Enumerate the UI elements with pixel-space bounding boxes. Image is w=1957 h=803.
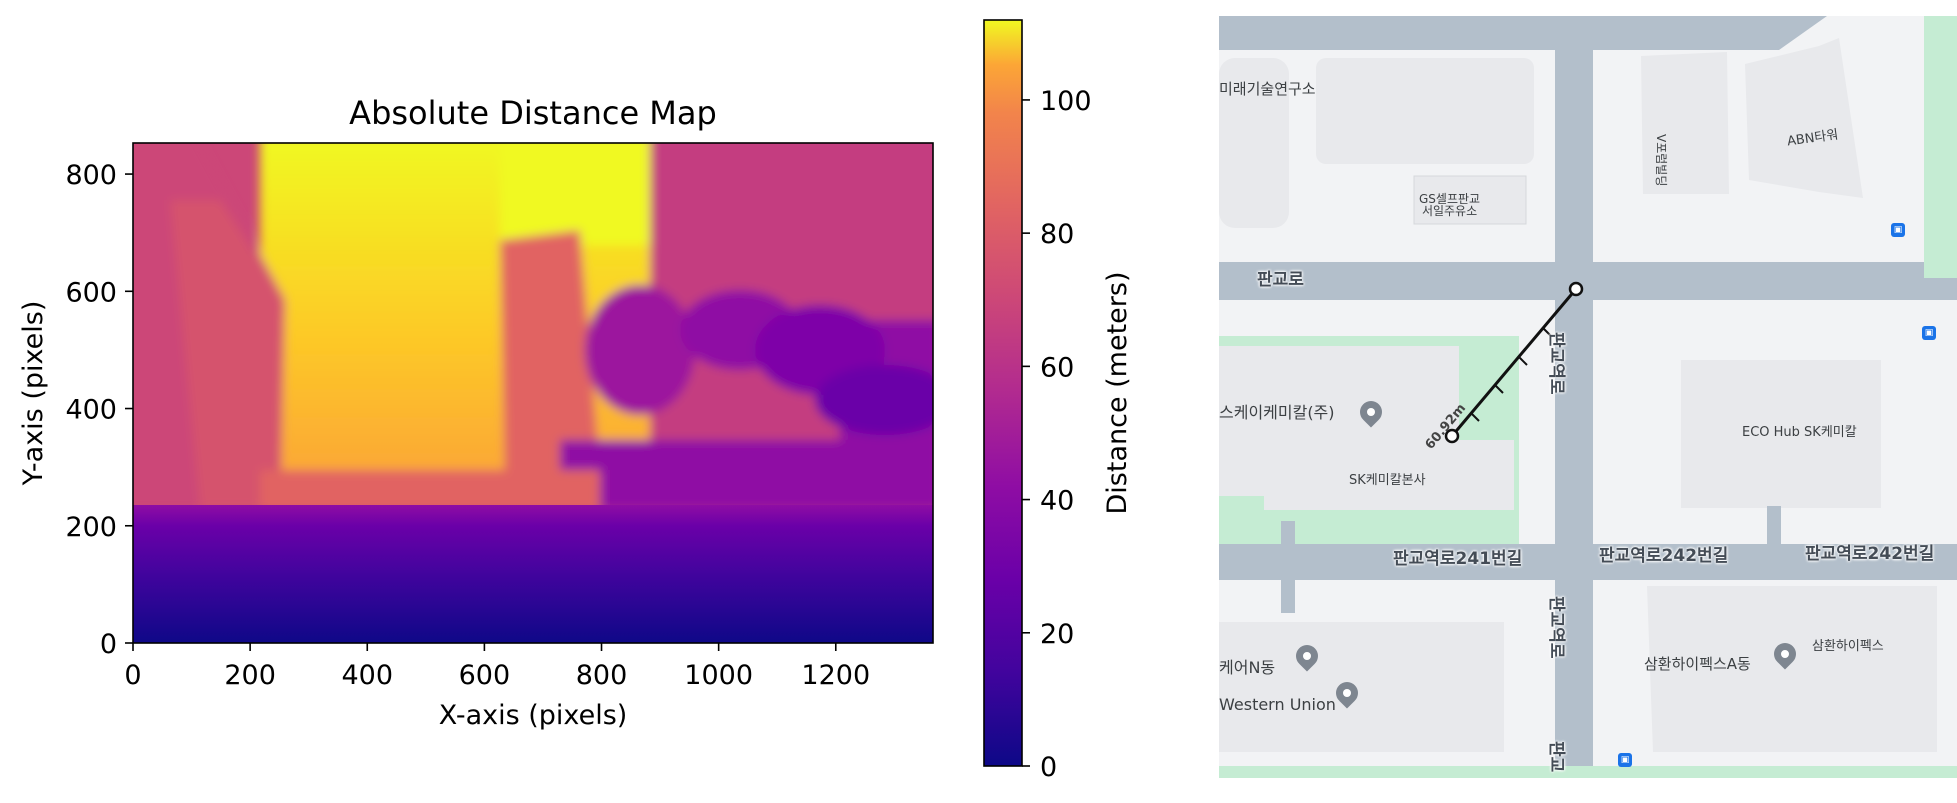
y-tick-label: 400 (65, 395, 117, 426)
bus-stop-icon[interactable]: ▣ (1922, 326, 1936, 340)
label-ecohub[interactable]: ECO Hub SK케미칼 (1742, 425, 1857, 440)
colorbar-tick-label: 0 (1040, 752, 1057, 783)
road-label-242a: 판교역로242번길 (1599, 546, 1729, 566)
park-bottom (1219, 766, 1957, 778)
label-gs[interactable]: GS셀프판교 서일주유소 (1419, 192, 1481, 218)
block-v (1641, 52, 1729, 194)
colorbar-label: Distance (meters) (1102, 272, 1133, 515)
plot-frame (132, 142, 934, 644)
x-axis-label: X-axis (pixels) (439, 700, 628, 731)
measure-line (1450, 288, 1578, 437)
y-tick-label: 600 (65, 277, 117, 308)
road-label-vertical-3: 판교 (1546, 741, 1566, 773)
x-tick-label: 400 (341, 660, 393, 691)
block-gs-1 (1316, 58, 1534, 164)
y-axis-label: Y-axis (pixels) (18, 301, 49, 487)
label-skchem-hq[interactable]: SK케미칼본사 (1349, 473, 1426, 488)
x-tick-label: 800 (576, 660, 628, 691)
measure-start[interactable] (1444, 428, 1460, 444)
colorbar-tick-label: 40 (1040, 486, 1074, 517)
road-stub-2 (1767, 506, 1781, 546)
block-gs-2 (1413, 175, 1527, 225)
block-ecohub (1681, 360, 1881, 508)
label-v[interactable]: V포럼빌딩 (1654, 134, 1668, 187)
road-241 (1219, 544, 1957, 580)
x-axis-ticks: 0 200 400 600 800 1000 1200 (124, 643, 870, 691)
bus-stop-icon[interactable]: ▣ (1891, 223, 1905, 237)
label-lab[interactable]: 미래기술연구소 (1219, 80, 1316, 98)
colorbar-tick-label: 60 (1040, 352, 1074, 383)
colorbar-tick-label: 80 (1040, 219, 1074, 250)
road-label-vertical: 판교역로 (1546, 332, 1566, 395)
road-vertical (1555, 16, 1593, 778)
road-stub-1 (1281, 521, 1295, 613)
colorbar (983, 19, 1023, 767)
block-skchem-hq (1264, 440, 1514, 510)
road-label-vertical-2: 판교역로 (1546, 596, 1566, 659)
measure-end[interactable] (1568, 281, 1584, 297)
bus-stop-icon[interactable]: ▣ (1618, 753, 1632, 767)
x-tick-label: 600 (459, 660, 511, 691)
heatmap-image (133, 143, 933, 643)
label-care[interactable]: 케어N동 (1219, 658, 1276, 677)
chart-title: Absolute Distance Map (349, 94, 717, 132)
colorbar-tick-label: 20 (1040, 619, 1074, 650)
label-western[interactable]: Western Union (1219, 695, 1336, 714)
map-panel[interactable]: 60.92m 미래기술연구소 GS셀프판교 서일주유소 V포럼빌딩 ABN타워 … (1219, 16, 1957, 778)
x-tick-label: 200 (224, 660, 276, 691)
block-care (1219, 622, 1504, 752)
x-tick-label: 0 (124, 660, 141, 691)
block-samhwan (1647, 586, 1937, 752)
road-top (1219, 16, 1827, 50)
x-tick-label: 1200 (801, 660, 870, 691)
road-label-pangyo: 판교로 (1257, 270, 1304, 290)
label-samhwan[interactable]: 삼환하이펙스 (1812, 639, 1884, 654)
park-edge (1924, 16, 1957, 278)
road-label-241: 판교역로241번길 (1393, 549, 1523, 569)
colorbar-ticks: 0 20 40 60 80 100 (1022, 86, 1092, 783)
label-samhwan-a[interactable]: 삼환하이펙스A동 (1644, 655, 1751, 673)
road-label-242b: 판교역로242번길 (1805, 544, 1935, 564)
x-tick-label: 1000 (684, 660, 753, 691)
block-lab (1219, 58, 1289, 228)
y-tick-label: 800 (65, 160, 117, 191)
block-abn (1745, 38, 1863, 198)
y-tick-label: 0 (100, 629, 117, 660)
map-canvas: 60.92m (1219, 16, 1957, 778)
y-tick-label: 200 (65, 512, 117, 543)
y-axis-ticks: 0 200 400 600 800 (65, 160, 133, 660)
colorbar-tick-label: 100 (1040, 86, 1092, 117)
label-skchem-co[interactable]: 스케이케미칼(주) (1219, 403, 1335, 422)
